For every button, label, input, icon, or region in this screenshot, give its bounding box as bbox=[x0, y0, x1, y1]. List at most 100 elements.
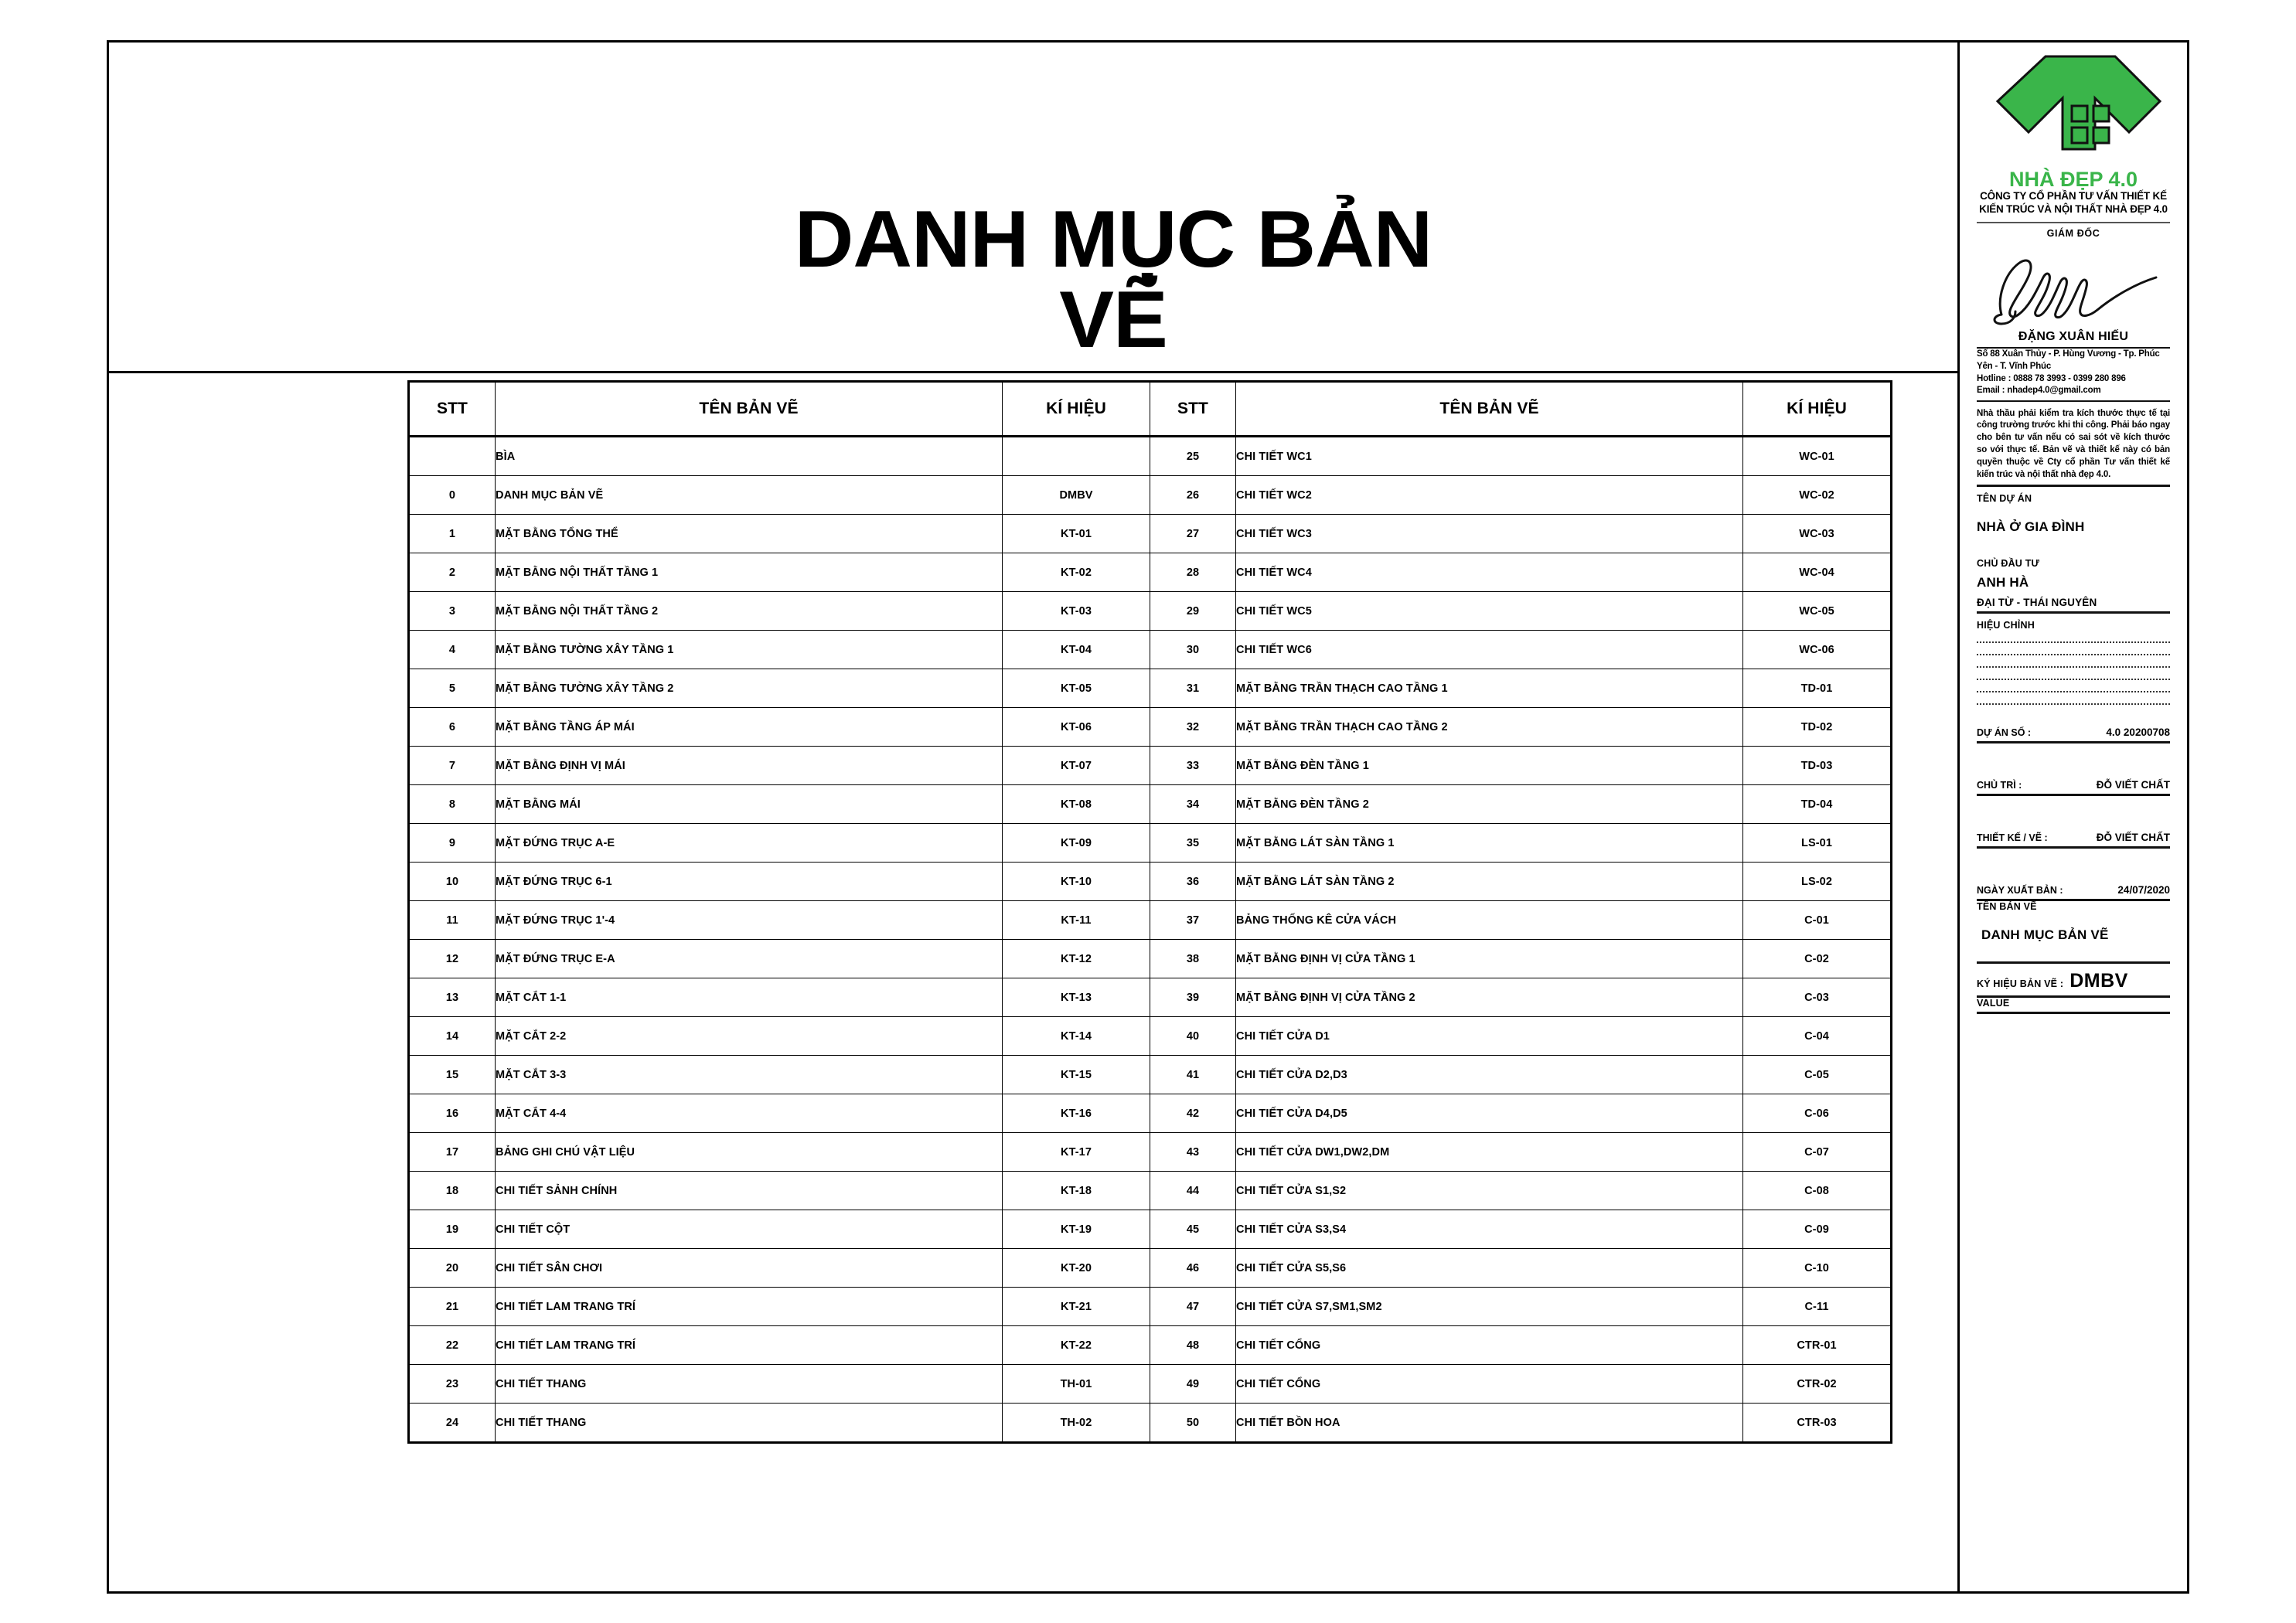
table-row: 7 MẶT BẰNG ĐỊNH VỊ MÁI KT-07 33 MẶT BẰNG ĐÈN… bbox=[408, 746, 1892, 785]
row-key-left: KT-15 bbox=[1002, 1055, 1150, 1094]
row-name-left: MẶT CẮT 2-2 bbox=[495, 1016, 1003, 1056]
table-row: 6 MẶT BẰNG TẦNG ÁP MÁI KT-06 32 MẶT BẰNG TRẦ… bbox=[408, 707, 1892, 747]
row-name-left: MẶT BẰNG TƯỜNG XÂY TẦNG 1 bbox=[495, 630, 1003, 669]
house-roof-logo-icon bbox=[1995, 55, 2162, 151]
row-stt-right: 42 bbox=[1150, 1094, 1236, 1133]
row-stt-left: 1 bbox=[408, 514, 496, 553]
row-name-left: BÌA bbox=[495, 436, 1003, 476]
row-stt-right: 41 bbox=[1150, 1055, 1236, 1094]
table-row: 21 CHI TIẾT LAM TRANG TRÍ KT-21 47 CHI TIẾT … bbox=[408, 1287, 1892, 1326]
project-label: TÊN DỰ ÁN bbox=[1977, 492, 2032, 504]
row-stt-right: 33 bbox=[1150, 746, 1236, 785]
row-name-left: MẶT CẮT 1-1 bbox=[495, 978, 1003, 1017]
titleblock-divider bbox=[1957, 40, 1960, 1594]
row-name-right: CHI TIẾT CỔNG bbox=[1235, 1325, 1743, 1365]
row-name-left: MẶT BẰNG TƯỜNG XÂY TẦNG 2 bbox=[495, 669, 1003, 708]
row-stt-right: 35 bbox=[1150, 823, 1236, 863]
table-row: 4 MẶT BẰNG TƯỜNG XÂY TẦNG 1 KT-04 30 CHI TIẾ… bbox=[408, 630, 1892, 669]
row-key-left: KT-21 bbox=[1002, 1287, 1150, 1326]
row-stt-left: 17 bbox=[408, 1132, 496, 1172]
row-key-left: KT-07 bbox=[1002, 746, 1150, 785]
issue-date-row: NGÀY XUẤT BẢN : 24/07/2020 bbox=[1977, 884, 2170, 896]
sheet-border bbox=[107, 40, 2189, 1594]
row-name-left: MẶT BẰNG NỘI THẤT TẦNG 2 bbox=[495, 591, 1003, 631]
owner-name: ANH HÀ bbox=[1977, 574, 2029, 590]
row-stt-left: 10 bbox=[408, 862, 496, 901]
revision-line-6 bbox=[1977, 703, 2170, 705]
row-stt-left: 22 bbox=[408, 1325, 496, 1365]
issue-date-value: 24/07/2020 bbox=[2117, 883, 2170, 896]
row-stt-right: 28 bbox=[1150, 553, 1236, 592]
row-stt-left: 4 bbox=[408, 630, 496, 669]
row-name-right: MẶT BẰNG ĐỊNH VỊ CỬA TẦNG 1 bbox=[1235, 939, 1743, 978]
row-name-left: CHI TIẾT CỘT bbox=[495, 1210, 1003, 1249]
row-key-right: TD-03 bbox=[1742, 746, 1892, 785]
table-row: 11 MẶT ĐỨNG TRỤC 1'-4 KT-11 37 BẢNG THỐNG KÊ… bbox=[408, 900, 1892, 940]
row-key-right: WC-04 bbox=[1742, 553, 1892, 592]
table-header-row: STT TÊN BẢN VẼ KÍ HIỆU STT TÊN BẢN VẼ KÍ… bbox=[408, 381, 1892, 437]
row-name-right: CHI TIẾT WC5 bbox=[1235, 591, 1743, 631]
divider-under-drawing-name bbox=[1977, 961, 2170, 964]
row-name-left: MẶT ĐỨNG TRỤC E-A bbox=[495, 939, 1003, 978]
signature bbox=[1977, 243, 2170, 328]
row-stt-right: 50 bbox=[1150, 1403, 1236, 1443]
divider-under-designer bbox=[1977, 846, 2170, 849]
project-name: NHÀ Ở GIA ĐÌNH bbox=[1977, 519, 2085, 534]
row-name-left: CHI TIẾT SẢNH CHÍNH bbox=[495, 1171, 1003, 1210]
row-name-left: MẶT BẰNG MÁI bbox=[495, 784, 1003, 824]
row-key-right: C-05 bbox=[1742, 1055, 1892, 1094]
row-key-left: KT-17 bbox=[1002, 1132, 1150, 1172]
divider-under-drawing-code bbox=[1977, 995, 2170, 998]
row-key-right: WC-03 bbox=[1742, 514, 1892, 553]
divider-under-director-name bbox=[1977, 347, 2170, 349]
row-name-right: CHI TIẾT WC2 bbox=[1235, 475, 1743, 515]
row-stt-left: 20 bbox=[408, 1248, 496, 1288]
table-row: 20 CHI TIẾT SÂN CHƠI KT-20 46 CHI TIẾT CỬA S… bbox=[408, 1248, 1892, 1288]
row-stt-right: 37 bbox=[1150, 900, 1236, 940]
divider-under-lead bbox=[1977, 793, 2170, 796]
row-stt-left: 11 bbox=[408, 900, 496, 940]
row-name-right: CHI TIẾT CỔNG bbox=[1235, 1364, 1743, 1404]
row-key-left: KT-22 bbox=[1002, 1325, 1150, 1365]
table-row: 19 CHI TIẾT CỘT KT-19 45 CHI TIẾT CỬA S3,S4 C… bbox=[408, 1210, 1892, 1249]
row-stt-right: 31 bbox=[1150, 669, 1236, 708]
lead-value: ĐỖ VIẾT CHẤT bbox=[2096, 778, 2170, 791]
table-row: 1 MẶT BẰNG TỔNG THỂ KT-01 27 CHI TIẾT WC3 WC-… bbox=[408, 514, 1892, 553]
row-key-right: WC-06 bbox=[1742, 630, 1892, 669]
owner-location: ĐẠI TỪ - THÁI NGUYÊN bbox=[1977, 596, 2097, 608]
table-row: BÌA 25 CHI TIẾT WC1 WC-01 bbox=[408, 436, 1892, 476]
designer-label: THIẾT KẾ / VẼ : bbox=[1977, 832, 2048, 843]
row-key-right: C-01 bbox=[1742, 900, 1892, 940]
col-header-key-left: KÍ HIỆU bbox=[1002, 381, 1150, 437]
row-name-left: DANH MỤC BẢN VẼ bbox=[495, 475, 1003, 515]
table-row: 22 CHI TIẾT LAM TRANG TRÍ KT-22 48 CHI TIẾT … bbox=[408, 1325, 1892, 1365]
row-stt-left: 7 bbox=[408, 746, 496, 785]
row-key-left: TH-01 bbox=[1002, 1364, 1150, 1404]
revision-line-3 bbox=[1977, 665, 2170, 668]
row-stt-left: 2 bbox=[408, 553, 496, 592]
row-stt-right: 48 bbox=[1150, 1325, 1236, 1365]
row-key-left bbox=[1002, 436, 1150, 476]
row-stt-right: 29 bbox=[1150, 591, 1236, 631]
company-email: Email : nhadep4.0@gmail.com bbox=[1977, 386, 2101, 396]
row-name-right: CHI TIẾT WC3 bbox=[1235, 514, 1743, 553]
row-name-right: MẶT BẰNG LÁT SÀN TẦNG 2 bbox=[1235, 862, 1743, 901]
row-name-left: CHI TIẾT THANG bbox=[495, 1403, 1003, 1443]
row-name-right: CHI TIẾT CỬA D4,D5 bbox=[1235, 1094, 1743, 1133]
row-stt-left: 14 bbox=[408, 1016, 496, 1056]
owner-label: CHỦ ĐẦU TƯ bbox=[1977, 557, 2040, 569]
row-key-right: CTR-02 bbox=[1742, 1364, 1892, 1404]
row-key-left: KT-16 bbox=[1002, 1094, 1150, 1133]
title-band-divider bbox=[107, 371, 1957, 373]
divider-under-issue-date bbox=[1977, 898, 2170, 901]
row-stt-right: 40 bbox=[1150, 1016, 1236, 1056]
row-stt-right: 36 bbox=[1150, 862, 1236, 901]
row-key-left: KT-11 bbox=[1002, 900, 1150, 940]
company-address: Số 88 Xuân Thủy - P. Hùng Vương - Tp. Ph… bbox=[1977, 349, 2160, 371]
row-key-left: KT-05 bbox=[1002, 669, 1150, 708]
row-name-left: CHI TIẾT LAM TRANG TRÍ bbox=[495, 1287, 1003, 1326]
row-stt-right: 47 bbox=[1150, 1287, 1236, 1326]
row-name-right: CHI TIẾT CỬA D2,D3 bbox=[1235, 1055, 1743, 1094]
page-title: DANH MỤC BẢN VẼ bbox=[794, 195, 1433, 365]
